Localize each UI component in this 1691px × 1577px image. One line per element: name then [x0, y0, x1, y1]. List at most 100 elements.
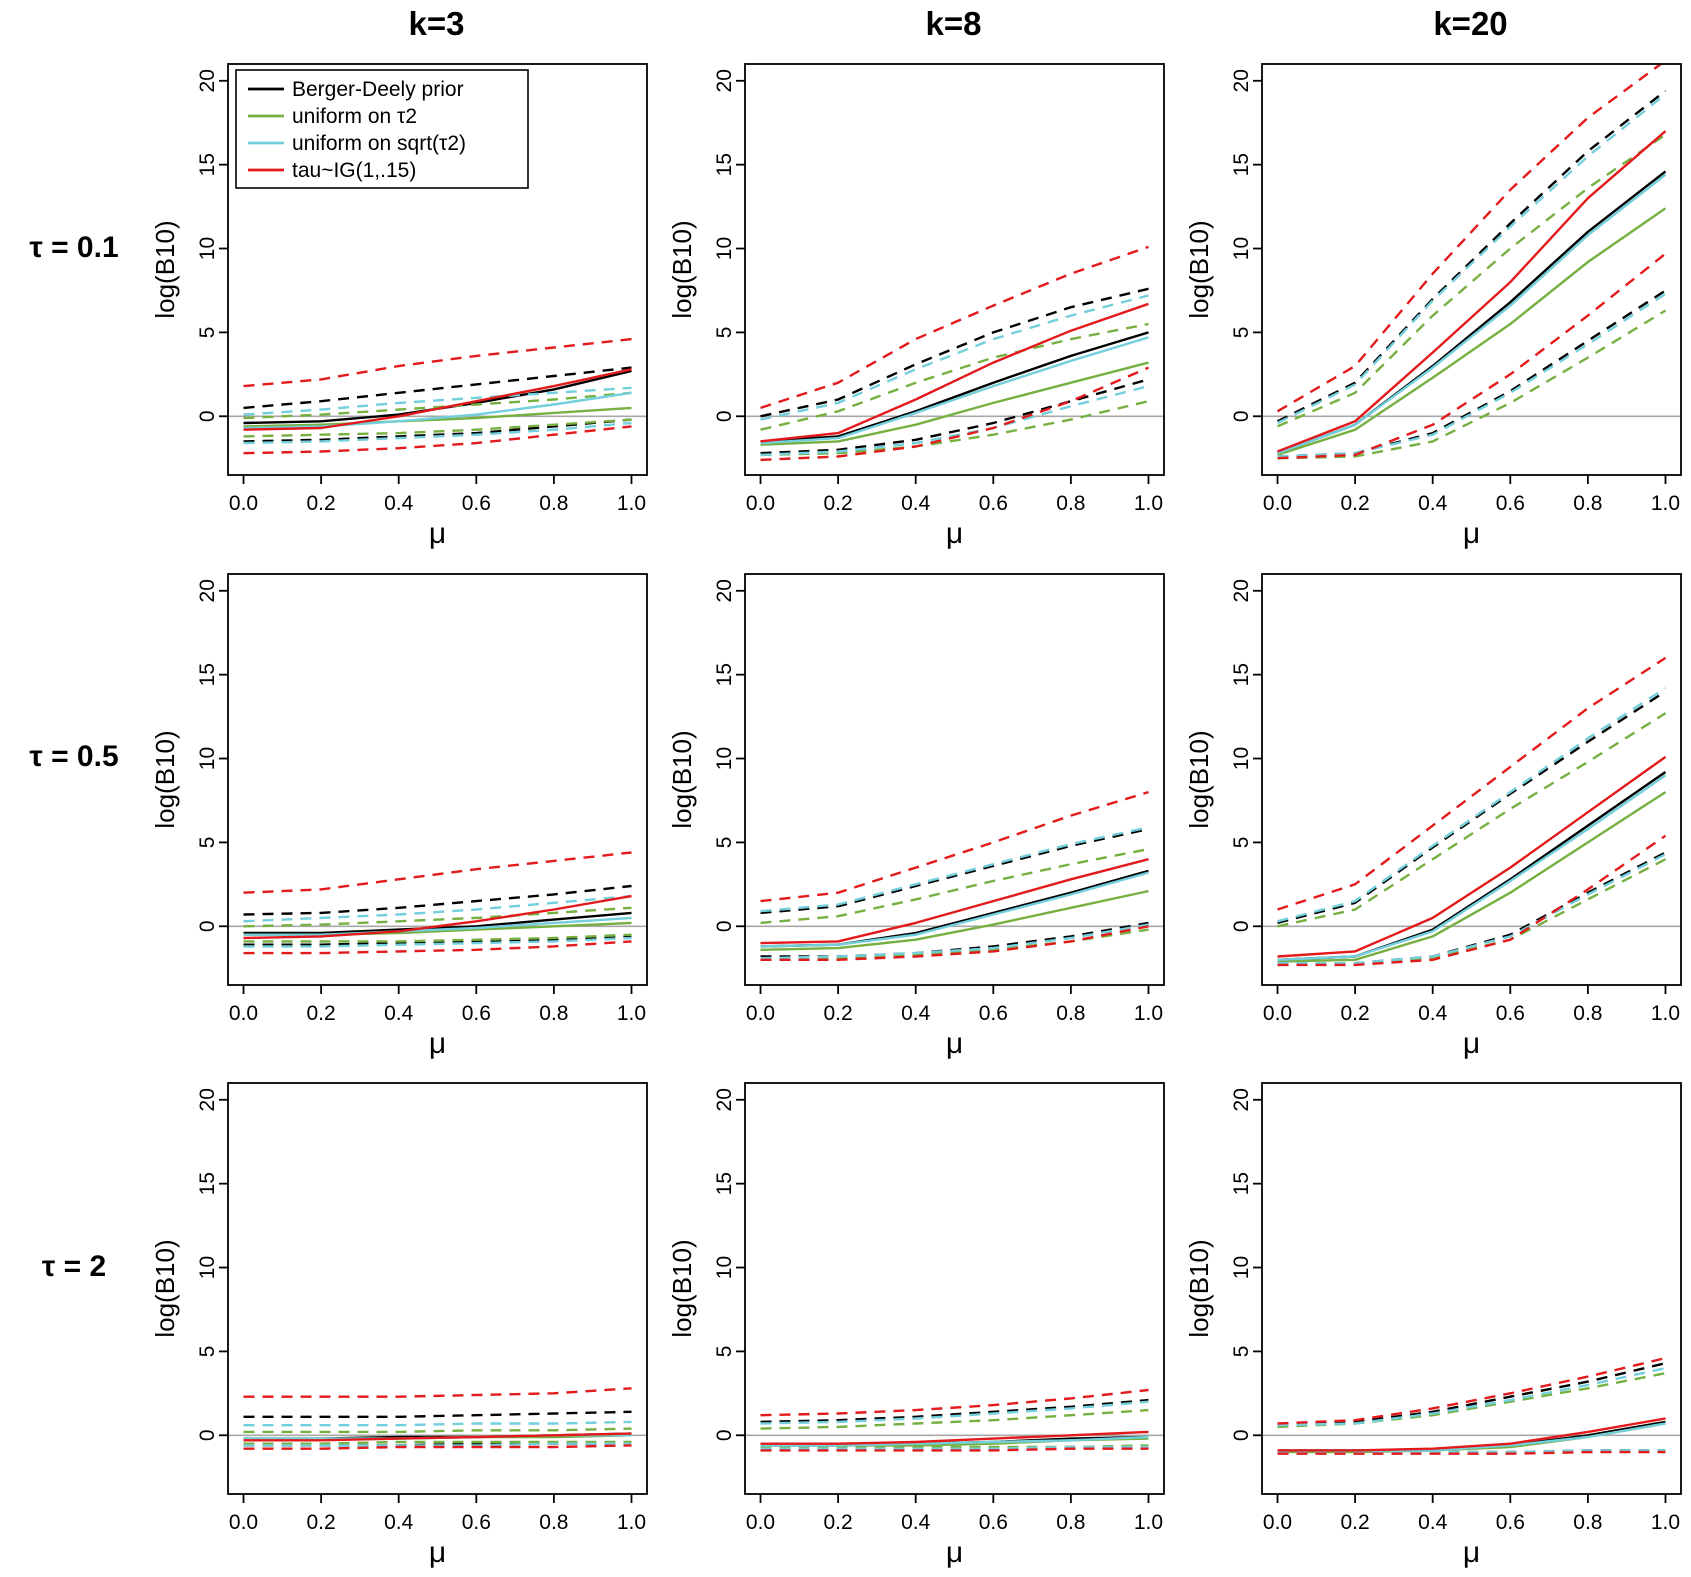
y-axis-label: log(B10) [1184, 1240, 1214, 1338]
y-tick-label: 0 [1230, 410, 1253, 422]
x-axis-label: μ [429, 517, 446, 550]
x-tick-label: 1.0 [1134, 1002, 1163, 1025]
panel-tau2-k8: 0.0 0.2 0.4 0.6 0.8 1.0 0 5 10 15 20 μ log(B10) [665, 1067, 1182, 1577]
tau-ig-lower-line [760, 1447, 1149, 1452]
tau-ig-lower-line [1277, 1451, 1666, 1456]
uniform-sqrt-tau2-upper-line [760, 1400, 1149, 1426]
x-axis-label: μ [946, 1536, 963, 1569]
uniform-sqrt-tau2-median-line [1277, 773, 1667, 961]
x-tick-label: 0.0 [229, 492, 258, 515]
y-tick-label: 10 [1230, 747, 1253, 770]
berger-deely-upper-line [760, 287, 1149, 418]
plot-border [744, 63, 1165, 476]
plot-area [745, 245, 1164, 462]
x-tick-label: 0.6 [1496, 1511, 1525, 1534]
y-tick-label: 10 [196, 747, 219, 770]
plot-area [1262, 656, 1681, 966]
row-label-tau-2: τ = 2 [41, 1250, 107, 1284]
grid-corner-spacer [0, 0, 148, 48]
y-tick-label: 5 [713, 836, 736, 848]
berger-deely-median-line [1277, 170, 1667, 455]
y-tick-label: 10 [196, 1256, 219, 1279]
x-tick-label: 0.2 [307, 492, 336, 515]
x-tick-label: 1.0 [1651, 492, 1680, 515]
y-axis-label: log(B10) [1184, 730, 1214, 828]
plot-area [745, 790, 1164, 961]
x-tick-label: 0.8 [1056, 1511, 1085, 1534]
plot-border [227, 572, 648, 986]
panel-tau0.5-k20: 0.0 0.2 0.4 0.6 0.8 1.0 0 5 10 15 20 μ log(B10) [1182, 558, 1691, 1068]
y-tick-label: 20 [196, 1088, 219, 1111]
x-tick-label: 0.6 [979, 492, 1008, 515]
column-title-k8: k=8 [925, 5, 982, 42]
y-tick-label: 15 [713, 1172, 736, 1195]
panel-tau2-k20: 0.0 0.2 0.4 0.6 0.8 1.0 0 5 10 15 20 μ log(B10) [1182, 1067, 1691, 1577]
x-tick-label: 1.0 [1651, 1002, 1680, 1025]
tau-ig-median-line [760, 857, 1149, 944]
berger-deely-median-line [1277, 770, 1667, 961]
y-tick-label: 15 [1230, 1172, 1253, 1195]
plot-border [1261, 63, 1682, 476]
x-tick-label: 0.6 [1496, 492, 1525, 515]
x-tick-label: 1.0 [1134, 1511, 1163, 1534]
x-tick-label: 0.0 [746, 492, 775, 515]
x-tick-label: 0.4 [901, 1002, 931, 1025]
plot-area [228, 337, 647, 455]
y-tick-label: 10 [713, 237, 736, 260]
x-tick-label: 0.4 [901, 492, 931, 515]
plot-border [1261, 1082, 1682, 1496]
uniform-sqrt-tau2-lower-line [760, 923, 1149, 960]
tau-ig-median-line [1277, 130, 1667, 453]
y-axis-label: log(B10) [150, 1240, 180, 1338]
uniform-sqrt-tau2-upper-line [1276, 93, 1667, 425]
y-tick-label: 15 [713, 663, 736, 686]
x-tick-label: 1.0 [617, 1002, 646, 1025]
x-tick-label: 0.8 [539, 1511, 568, 1534]
tau-ig-upper-line [243, 850, 632, 894]
tau-ig-lower-line [1277, 834, 1667, 966]
y-tick-label: 5 [196, 327, 219, 339]
tau-ig-upper-line [1276, 64, 1663, 413]
berger-deely-median-line [243, 911, 632, 934]
x-tick-label: 0.0 [1263, 1511, 1292, 1534]
x-tick-label: 1.0 [617, 1511, 646, 1534]
uniform-tau2-lower-line [243, 418, 632, 438]
y-tick-label: 20 [713, 579, 736, 602]
tau-ig-median-line [1277, 1417, 1666, 1452]
tau-ig-upper-line [760, 790, 1149, 902]
tau-ig-lower-line [243, 425, 632, 455]
berger-deely-lower-line [243, 418, 632, 443]
y-tick-label: 15 [196, 1172, 219, 1195]
plot-border [227, 63, 648, 476]
berger-deely-upper-line [1277, 1362, 1666, 1427]
x-tick-label: 0.4 [384, 1002, 414, 1025]
tau-ig-median-line [243, 1432, 632, 1442]
uniform-sqrt-tau2-upper-line [760, 294, 1149, 421]
uniform-sqrt-tau2-median-line [1277, 173, 1667, 455]
y-tick-label: 10 [1230, 237, 1253, 260]
berger-deely-upper-line [243, 366, 632, 410]
x-tick-label: 0.2 [307, 1511, 336, 1534]
chart-canvas: 0.0 0.2 0.4 0.6 0.8 1.0 0 5 10 15 20 μ log(B10) [667, 572, 1165, 1060]
tau-ig-median-line [760, 302, 1149, 443]
tau-ig-median-line [243, 368, 632, 431]
uniform-sqrt-tau2-lower-line [243, 421, 632, 445]
berger-deely-median-line [760, 331, 1149, 443]
berger-deely-upper-line [1277, 690, 1667, 924]
y-axis-label: log(B10) [667, 220, 697, 318]
x-tick-label: 0.6 [462, 1511, 491, 1534]
uniform-sqrt-tau2-median-line [760, 1436, 1149, 1447]
panel-tau2-k3: 0.0 0.2 0.4 0.6 0.8 1.0 0 5 10 15 20 μ log(B10) [148, 1067, 665, 1577]
legend-label-uniform-tau2: uniform on τ2 [292, 105, 417, 128]
tau-ig-upper-line [760, 245, 1149, 410]
plot-area [745, 1389, 1164, 1452]
x-axis-label: μ [1463, 1536, 1480, 1569]
x-tick-label: 0.4 [384, 1511, 414, 1534]
uniform-tau2-median-line [760, 889, 1149, 951]
x-tick-label: 0.8 [539, 1002, 568, 1025]
tau-ig-upper-line [1277, 1357, 1666, 1426]
y-tick-label: 20 [1230, 1088, 1253, 1111]
y-tick-label: 20 [713, 1088, 736, 1111]
x-tick-label: 0.8 [1573, 492, 1602, 515]
legend-label-tau-ig: tau~IG(1,.15) [292, 159, 416, 182]
